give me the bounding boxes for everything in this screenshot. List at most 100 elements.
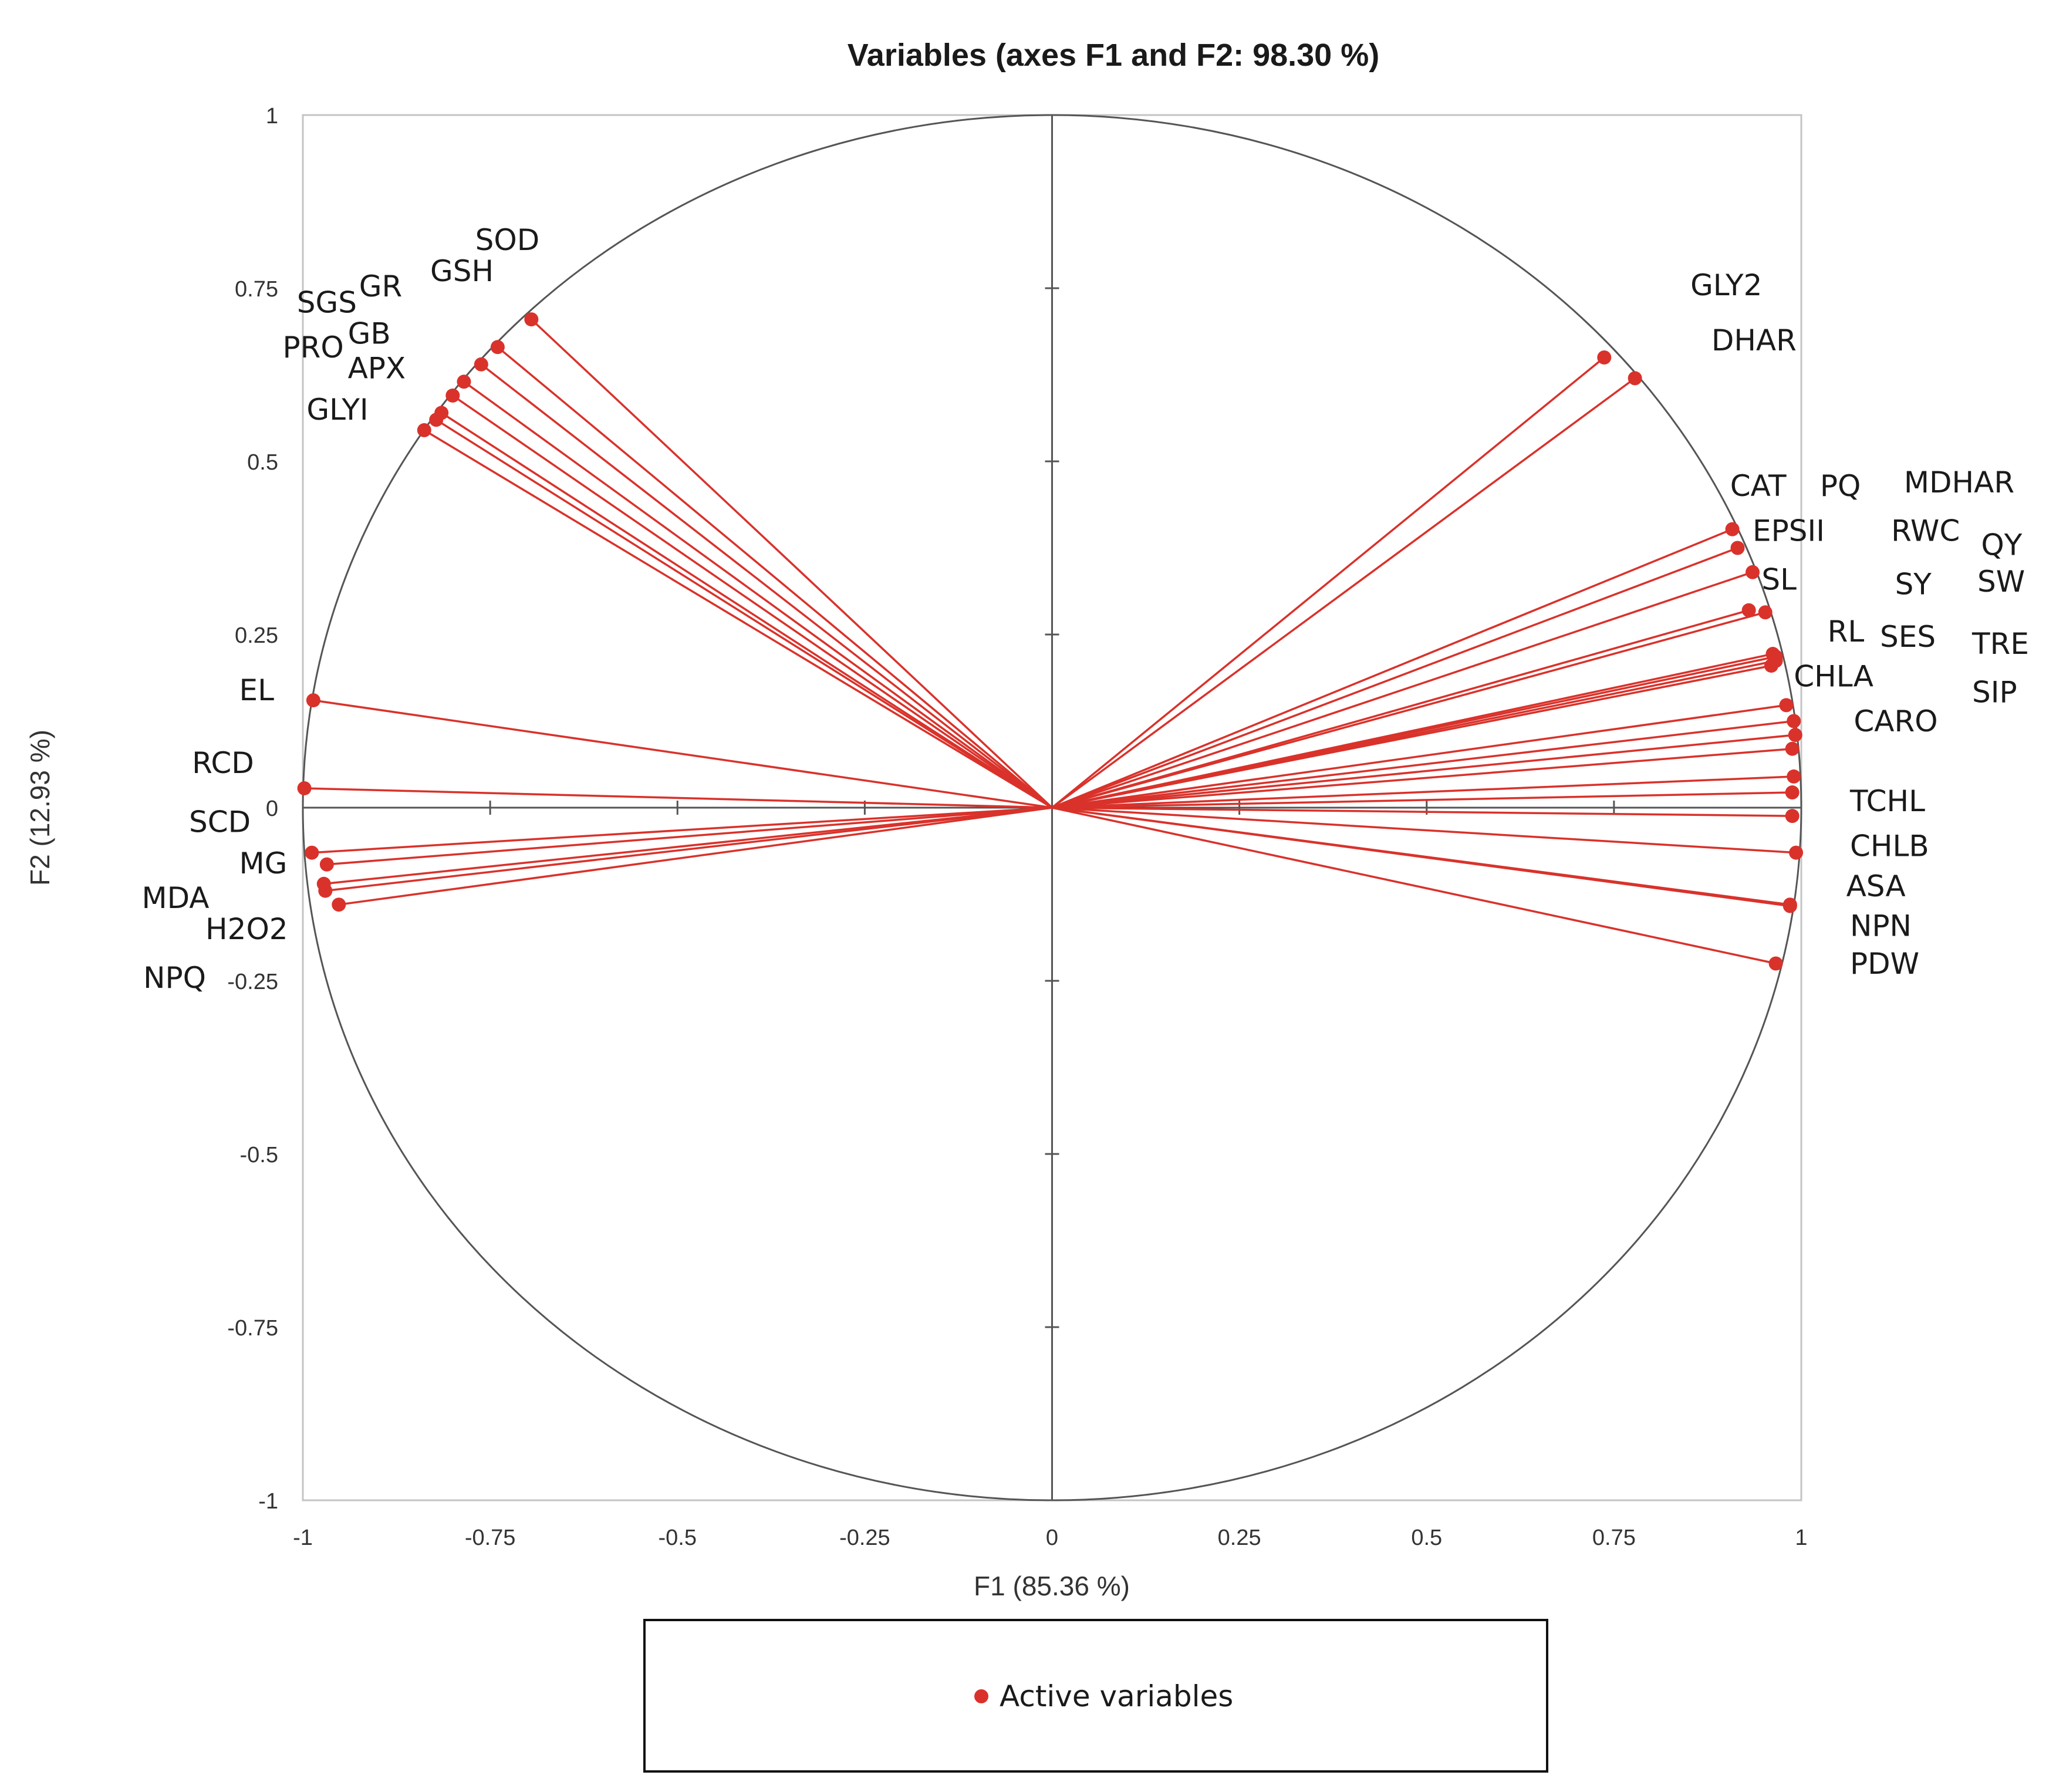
point-glyi xyxy=(417,423,431,437)
label-h2o2: H2O2 xyxy=(205,912,288,946)
vector-dhar xyxy=(1051,377,1636,809)
point-pq xyxy=(1730,541,1745,555)
point-gsh xyxy=(490,340,505,355)
point-sgs xyxy=(457,374,471,389)
y-tick-label: 0.5 xyxy=(247,450,278,475)
vector-gb xyxy=(452,394,1053,809)
vector-pro xyxy=(435,419,1053,809)
vector-gly2 xyxy=(1051,356,1605,809)
label-pdw: PDW xyxy=(1850,947,1919,981)
x-tick-label: 0 xyxy=(1046,1526,1058,1550)
label-cat: CAT xyxy=(1730,469,1787,503)
vector-scd xyxy=(312,806,1052,854)
point-npq xyxy=(332,897,346,912)
point-pdw xyxy=(1768,956,1783,971)
point-gly2 xyxy=(1597,350,1612,365)
vector-apx xyxy=(441,411,1053,809)
vector-mg xyxy=(326,806,1052,866)
label-tre: TRE xyxy=(1971,627,2029,661)
y-tick-label: -1 xyxy=(258,1489,278,1514)
point-chla xyxy=(1785,741,1800,756)
y-tick-label: -0.25 xyxy=(227,970,278,994)
label-sip: SIP xyxy=(1972,676,2017,710)
label-gly2: GLY2 xyxy=(1690,268,1762,302)
y-tick-label: 0.75 xyxy=(235,277,278,302)
point-pro xyxy=(429,413,444,427)
vector-pdw xyxy=(1052,806,1776,965)
vector-npn xyxy=(1052,806,1791,907)
vector-h2o2 xyxy=(325,806,1052,892)
label-npq: NPQ xyxy=(143,961,206,995)
vector-glyi xyxy=(423,429,1053,809)
label-ses: SES xyxy=(1880,620,1936,654)
x-tick-label: -0.25 xyxy=(839,1526,890,1550)
point-caro xyxy=(1785,785,1800,800)
y-tick-labels: 1 0.75 0.5 0.25 0 -0.25 -0.5 -0.75 -1 xyxy=(227,104,278,1514)
x-tick-label: 0.75 xyxy=(1592,1526,1636,1550)
label-sy: SY xyxy=(1895,568,1932,602)
label-npn: NPN xyxy=(1850,909,1912,943)
vector-tchl xyxy=(1052,806,1792,817)
point-dhar xyxy=(1628,371,1642,386)
legend-marker xyxy=(974,1689,988,1703)
legend-label: Active variables xyxy=(1000,1679,1233,1713)
point-cat xyxy=(1725,522,1740,536)
point-rl xyxy=(1779,698,1794,713)
point-scd xyxy=(305,845,319,860)
label-pro: PRO xyxy=(283,330,344,365)
vector-rcd xyxy=(304,787,1052,809)
x-tick-label: -1 xyxy=(293,1526,313,1550)
point-mdhar xyxy=(1741,603,1756,617)
label-scd: SCD xyxy=(189,805,251,839)
x-tick-label: 0.5 xyxy=(1411,1526,1442,1550)
label-rwc: RWC xyxy=(1891,514,1960,548)
label-gb: GB xyxy=(348,316,391,350)
point-gr xyxy=(474,357,488,372)
label-mdhar: MDHAR xyxy=(1904,465,2014,500)
chart-title: Variables (axes F1 and F2: 98.30 %) xyxy=(848,38,1379,73)
point-el xyxy=(306,693,320,708)
y-tick-label: 1 xyxy=(266,104,278,129)
vector-rwc xyxy=(1052,611,1766,809)
vector-sgs xyxy=(463,380,1053,809)
x-tick-label: -0.75 xyxy=(465,1526,516,1550)
vector-tre xyxy=(1052,734,1795,809)
x-axis-label: F1 (85.36 %) xyxy=(974,1571,1130,1601)
vector-sod xyxy=(531,318,1053,809)
label-sod: SOD xyxy=(475,223,540,257)
label-rcd: RCD xyxy=(192,746,254,780)
y-tick-label: -0.75 xyxy=(227,1316,278,1341)
y-tick-label: -0.5 xyxy=(240,1143,278,1167)
vector-sip xyxy=(1052,775,1794,809)
label-rl: RL xyxy=(1828,615,1865,649)
point-chlb xyxy=(1789,845,1804,860)
label-el: EL xyxy=(239,673,274,707)
vector-mda xyxy=(323,806,1052,885)
vector-el xyxy=(313,699,1052,809)
label-glyi: GLYI xyxy=(306,393,368,427)
label-epsii: EPSII xyxy=(1753,514,1825,548)
point-tchl xyxy=(1785,809,1800,824)
label-gsh: GSH xyxy=(430,254,494,288)
label-pq: PQ xyxy=(1820,469,1861,503)
legend-box xyxy=(643,1619,1548,1773)
point-npn xyxy=(1782,899,1797,913)
label-chla: CHLA xyxy=(1794,660,1873,694)
vector-npq xyxy=(339,806,1052,906)
y-tick-label: 0 xyxy=(266,797,278,821)
label-asa: ASA xyxy=(1846,869,1906,903)
vector-rl xyxy=(1052,704,1787,809)
label-qy: QY xyxy=(1981,528,2022,562)
vector-gr xyxy=(480,363,1053,809)
vector-pq xyxy=(1051,546,1738,809)
variable-vectors xyxy=(304,318,1797,965)
point-mg xyxy=(319,857,334,872)
vector-mdhar xyxy=(1052,609,1750,809)
point-h2o2 xyxy=(318,883,333,898)
y-tick-label: 0.25 xyxy=(235,623,278,648)
vector-gsh xyxy=(497,346,1053,809)
label-caro: CARO xyxy=(1854,704,1937,738)
vector-cat xyxy=(1051,528,1733,809)
